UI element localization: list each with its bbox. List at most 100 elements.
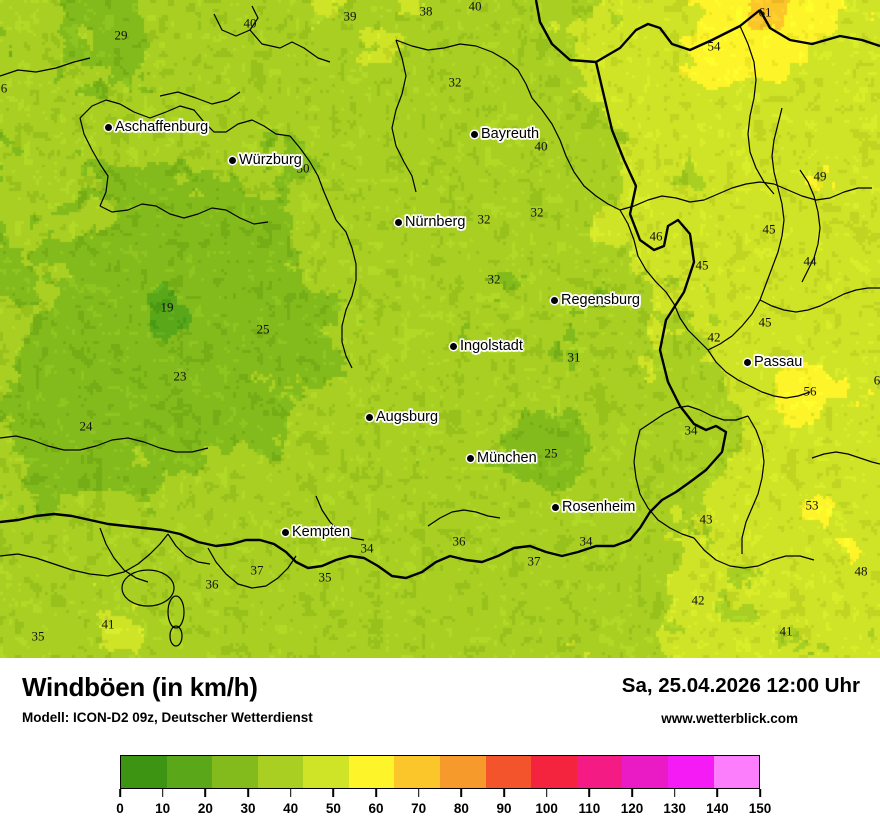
legend-tick <box>204 789 207 797</box>
city-marker-aschaffenburg[interactable]: Aschaffenburg <box>105 119 208 135</box>
gust-value-label: 30 <box>296 160 310 176</box>
gust-value-label: 37 <box>250 562 264 578</box>
legend-tick-label: 130 <box>663 801 686 816</box>
legend-swatch-3 <box>257 756 304 788</box>
legend-tick <box>460 789 463 797</box>
city-label: Bayreuth <box>481 126 540 142</box>
legend-tick <box>247 789 249 797</box>
legend-tick <box>289 789 292 797</box>
gust-value-label: 41 <box>779 623 793 639</box>
gust-value-label: 32 <box>487 271 501 287</box>
city-marker-augsburg[interactable]: Augsburg <box>366 409 438 425</box>
gust-value-label: 48 <box>854 563 868 579</box>
gust-value-label: 36 <box>452 533 466 549</box>
gust-value-label: 19 <box>160 299 174 315</box>
legend-swatch-9 <box>531 756 577 788</box>
gust-value-label: 40 <box>534 138 548 154</box>
city-dot-icon <box>282 528 289 536</box>
city-label: Würzburg <box>239 152 302 168</box>
city-dot-icon <box>552 503 559 511</box>
city-marker-bayreuth[interactable]: Bayreuth <box>471 126 539 142</box>
city-label: Rosenheim <box>562 499 636 515</box>
legend-swatch-2 <box>212 756 258 788</box>
legend-tick <box>375 789 377 797</box>
legend-tick <box>716 789 719 797</box>
legend-tick-label: 60 <box>368 801 384 816</box>
gust-value-label: 31 <box>593 294 607 310</box>
wind-gust-map[interactable]: 29 40 39 38 40 61 54 6 32 32 40 30 49 32 32 46 45 44 45 32 1… <box>0 0 880 658</box>
city-marker-passau[interactable]: Passau <box>744 354 802 370</box>
city-dot-icon <box>450 342 457 350</box>
city-label: Nürnberg <box>405 214 466 230</box>
legend-tick <box>631 789 633 797</box>
legend-tick-marks <box>119 789 761 798</box>
gust-value-label: 25 <box>544 445 558 461</box>
legend-swatch-8 <box>485 756 532 788</box>
city-marker-regensburg[interactable]: Regensburg <box>551 292 640 308</box>
gust-value-label: 37 <box>527 553 541 569</box>
city-dot-icon <box>229 156 236 164</box>
valid-datetime: Sa, 25.04.2026 12:00 Uhr <box>621 674 860 697</box>
website-credit: www.wetterblick.com <box>661 711 798 726</box>
gust-value-label: 40 <box>468 0 482 14</box>
legend-tick-label: 20 <box>197 801 213 816</box>
legend-tick-label: 40 <box>283 801 299 816</box>
gust-value-label: 32 <box>530 204 544 220</box>
map-raster-layer <box>0 0 880 658</box>
gust-value-label: 38 <box>419 3 433 19</box>
gust-value-label: 40 <box>243 15 257 31</box>
legend-tick-label: 150 <box>748 801 772 816</box>
legend-tick <box>332 789 335 797</box>
gust-value-label: 34 <box>684 422 698 438</box>
gust-value-label: 53 <box>805 497 819 513</box>
gust-value-label: 41 <box>101 616 115 632</box>
legend-tick <box>161 789 164 797</box>
city-label: Ingolstadt <box>460 338 523 354</box>
legend-tick-label: 70 <box>411 801 427 816</box>
legend-tick-label: 120 <box>620 801 644 816</box>
model-subtitle: Modell: ICON-D2 09z, Deutscher Wetterdie… <box>22 710 313 725</box>
legend-tick <box>545 789 548 797</box>
city-marker-kempten[interactable]: Kempten <box>282 524 350 540</box>
legend-swatch-13 <box>713 756 760 788</box>
legend-tick-label: 0 <box>116 801 124 816</box>
city-dot-icon <box>744 358 751 366</box>
gust-value-label: 31 <box>567 349 581 365</box>
map-footer: Windböen (in km/h) Modell: ICON-D2 09z, … <box>0 658 880 830</box>
city-marker-nrnberg[interactable]: Nürnberg <box>395 214 465 230</box>
gust-value-label: 46 <box>649 228 663 244</box>
gust-value-label: 42 <box>707 329 721 345</box>
gust-value-label: 35 <box>318 569 332 585</box>
city-label: München <box>477 450 537 466</box>
gust-value-label: 6 <box>873 372 880 388</box>
gust-value-label: 45 <box>695 257 709 273</box>
gust-value-label: 39 <box>343 8 357 24</box>
legend-tick <box>119 789 121 797</box>
city-marker-wrzburg[interactable]: Würzburg <box>229 152 302 168</box>
gust-value-label: 32 <box>477 211 491 227</box>
legend-swatch-4 <box>303 756 349 788</box>
gust-value-label: 54 <box>707 38 721 54</box>
gust-value-label: 45 <box>762 221 776 237</box>
city-dot-icon <box>105 123 112 131</box>
gust-value-label: 32 <box>448 74 462 90</box>
legend-tick <box>588 789 591 797</box>
city-dot-icon <box>467 454 474 462</box>
city-marker-rosenheim[interactable]: Rosenheim <box>552 499 635 515</box>
gust-value-label: 44 <box>803 253 817 269</box>
gust-value-label: 49 <box>813 168 827 184</box>
legend-tick-label: 100 <box>535 801 558 816</box>
legend-tick <box>503 789 505 797</box>
gust-value-label: 35 <box>31 628 45 644</box>
legend-swatch-1 <box>166 756 213 788</box>
legend-swatch-10 <box>576 756 623 788</box>
legend-tick <box>759 789 761 797</box>
legend-swatch-0 <box>121 756 167 788</box>
gust-value-label: 34 <box>579 533 593 549</box>
city-label: Augsburg <box>376 409 439 425</box>
legend-tick-labels: 0 10 20 30 40 50 60 70 80 90 100 110 120 130 140 150 <box>116 798 771 818</box>
city-marker-mnchen[interactable]: München <box>467 450 537 466</box>
city-marker-ingolstadt[interactable]: Ingolstadt <box>450 338 523 354</box>
city-dot-icon <box>366 413 373 421</box>
